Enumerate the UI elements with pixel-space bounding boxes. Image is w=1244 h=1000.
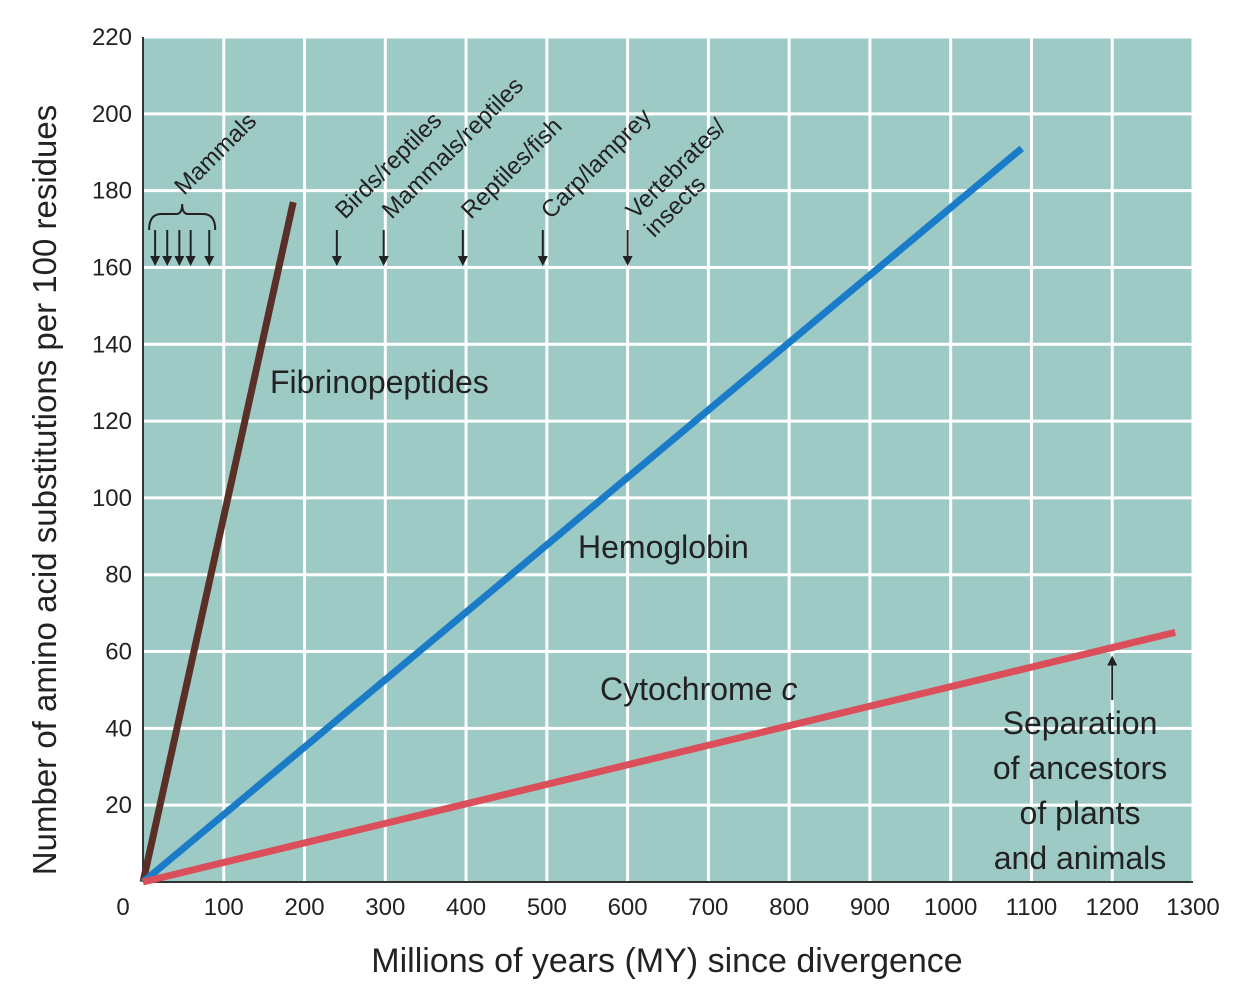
y-tick-label: 20 [105,792,132,819]
x-tick-label: 800 [769,894,809,921]
y-tick-label: 80 [105,562,132,589]
divergence-arrow-head [378,256,389,266]
line-label-italic: c [782,671,798,707]
divergence-arrow-head [622,256,633,266]
line-label-text: Fibrinopeptides [270,364,489,400]
x-tick-label: 700 [688,894,728,921]
x-tick-label: 500 [527,894,567,921]
x-axis-label: Millions of years (MY) since divergence [371,942,962,980]
y-tick-label: 180 [92,178,132,205]
x-tick-label: 900 [850,894,890,921]
divergence-arrow-head [162,256,173,266]
plot-area [143,37,1193,882]
x-tick-label: 1200 [1086,894,1139,921]
x-tick-label: 0 [116,894,129,921]
series-line [139,201,297,883]
line-label: Hemoglobin [578,529,749,565]
divergence-arrow-head [174,256,185,266]
x-tick-label: 600 [608,894,648,921]
x-tick-label: 300 [365,894,405,921]
line-label: Cytochrome c [600,671,798,707]
separation-label: of ancestors [993,750,1167,786]
line-label-text: Cytochrome [600,671,773,707]
divergence-arrow-head [185,256,196,266]
x-tick-label: 100 [204,894,244,921]
y-tick-label: 100 [92,485,132,512]
y-tick-label: 220 [92,24,132,51]
x-tick-label: 1000 [924,894,977,921]
separation-label: of plants [1020,795,1141,831]
series-line [142,628,1177,886]
y-tick-label: 60 [105,639,132,666]
divergence-arrow-head [537,256,548,266]
line-label: Fibrinopeptides [270,364,489,400]
y-tick-label: 120 [92,408,132,435]
series-line [140,145,1025,885]
x-tick-label: 1100 [1006,894,1058,921]
x-tick-label: 1300 [1166,894,1219,921]
y-tick-label: 200 [92,101,132,128]
separation-label: and animals [994,840,1167,876]
divergence-arrow-head [457,256,468,266]
y-axis-label: Number of amino acid substitutions per 1… [26,105,63,875]
separation-label: Separation [1003,705,1158,741]
brace [148,203,217,231]
x-tick-label: 200 [285,894,325,921]
separation-arrow-head [1107,655,1118,666]
y-tick-label: 160 [92,254,132,281]
divergence-arrow-head [204,256,215,266]
divergence-arrow-head [331,256,342,266]
x-tick-label: 400 [446,894,486,921]
y-tick-label: 140 [92,331,132,358]
line-label-text: Hemoglobin [578,529,749,565]
y-tick-label: 40 [105,715,132,742]
divergence-arrow-head [150,256,161,266]
